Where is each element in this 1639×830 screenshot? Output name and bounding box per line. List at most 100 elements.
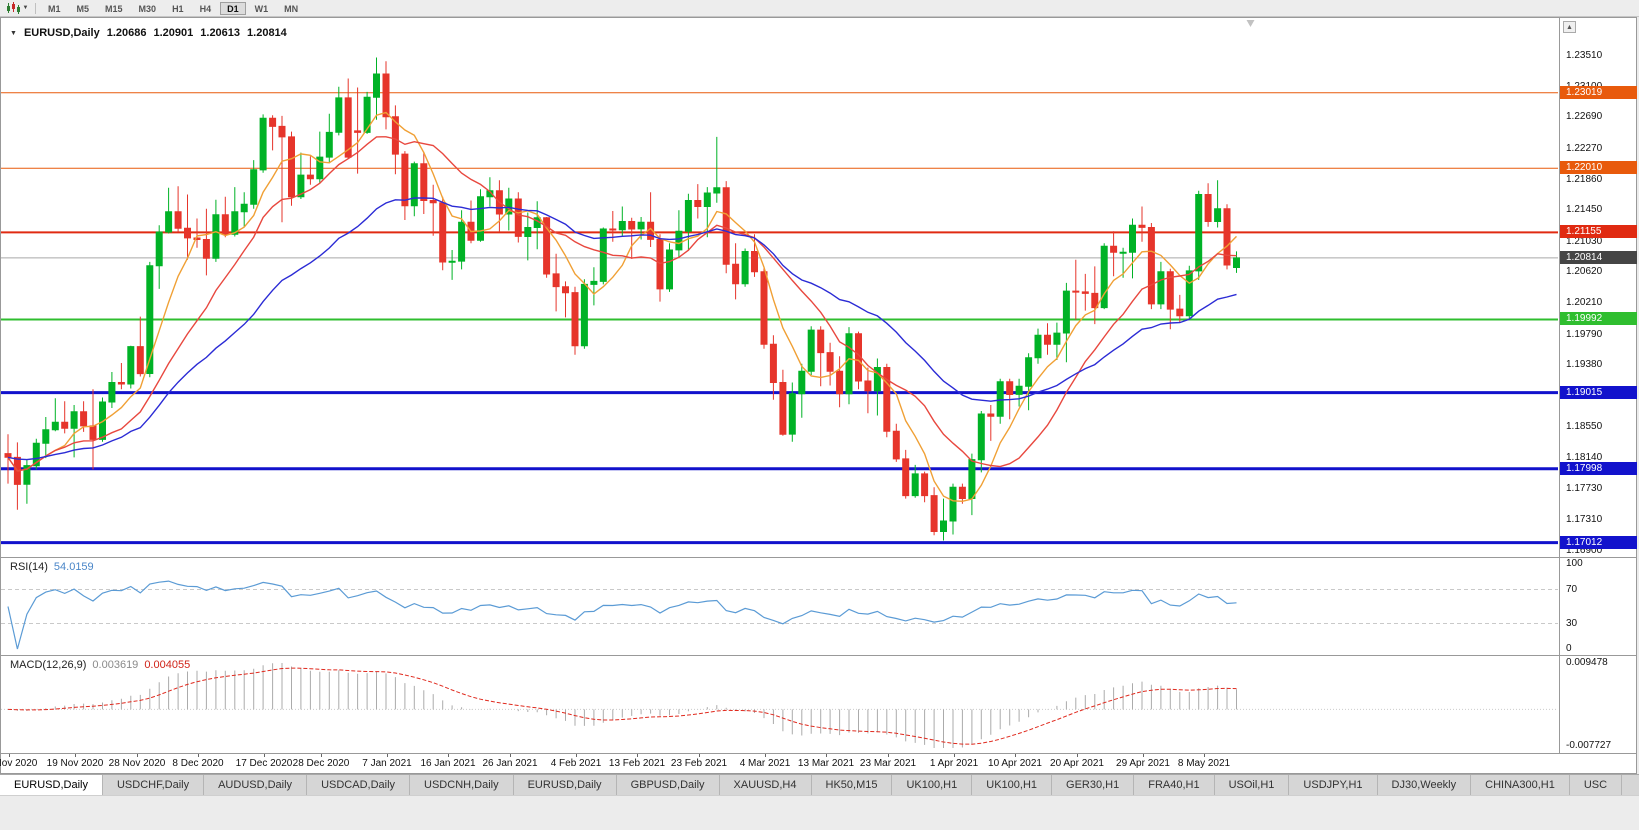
date-tick xyxy=(765,754,766,757)
macd-main-value: 0.003619 xyxy=(92,659,139,671)
date-tick xyxy=(1015,754,1016,757)
chart-tab-usc[interactable]: USC xyxy=(1569,775,1623,795)
macd-label: MACD(12,26,9) 0.003619 0.004055 xyxy=(10,659,190,671)
timeframe-button-h4[interactable]: H4 xyxy=(199,3,212,14)
date-tick xyxy=(954,754,955,757)
price-axis-label: 1.20210 xyxy=(1566,297,1603,308)
chart-tab-hk50-m15[interactable]: HK50,M15 xyxy=(811,775,893,795)
date-axis-label: 8 Dec 2020 xyxy=(172,758,224,769)
timeframe-button-mn[interactable]: MN xyxy=(284,3,299,14)
ma-fast-line xyxy=(7,111,1238,503)
rsi-line xyxy=(7,580,1237,650)
price-axis-label: 1.23510 xyxy=(1566,50,1603,61)
chart-tab-usdchf-daily[interactable]: USDCHF,Daily xyxy=(102,775,205,795)
ohlc-high: 1.20901 xyxy=(153,27,194,39)
chart-tab-dj30-weekly[interactable]: DJ30,Weekly xyxy=(1377,775,1472,795)
chart-shift-marker[interactable] xyxy=(1246,20,1255,27)
date-axis-label: 10 Apr 2021 xyxy=(988,758,1042,769)
chart-tabs-bar: EURUSD,Daily USDCHF,Daily AUDUSD,Daily USDC… xyxy=(0,774,1639,795)
rsi-axis-label: 30 xyxy=(1566,618,1578,629)
rsi-axis-label: 100 xyxy=(1566,558,1583,569)
price-axis-label: 1.22270 xyxy=(1566,143,1603,154)
macd-axis-min: -0.007727 xyxy=(1566,740,1612,751)
collapse-icon[interactable]: ▼ xyxy=(10,29,17,37)
candlestick-chart[interactable] xyxy=(1,18,1558,557)
chart-tab-china300-h1[interactable]: CHINA300,H1 xyxy=(1471,775,1570,795)
price-axis-label: 1.18140 xyxy=(1566,452,1603,463)
timeframe-button-d1[interactable]: D1 xyxy=(220,1,246,15)
timeframe-button-m5[interactable]: M5 xyxy=(76,3,90,14)
macd-panel: MACD(12,26,9) 0.003619 0.004055 0.009478… xyxy=(1,655,1636,753)
timeframe-button-m30[interactable]: M30 xyxy=(138,3,157,14)
price-axis-label: 1.20620 xyxy=(1566,266,1603,277)
date-axis-label: 13 Feb 2021 xyxy=(608,758,666,769)
price-level-badge: 1.19992 xyxy=(1560,312,1637,325)
chart-tab-usoil-h1[interactable]: USOil,H1 xyxy=(1214,775,1290,795)
price-level-badge: 1.20814 xyxy=(1560,251,1637,264)
price-axis-label: 1.17730 xyxy=(1566,483,1603,494)
rsi-chart xyxy=(1,580,1558,650)
date-axis-label: 16 Jan 2021 xyxy=(420,758,476,769)
up-candle-bodies xyxy=(23,73,1240,532)
rsi-panel: RSI(14) 54.0159 100 70 30 0 xyxy=(1,557,1636,655)
chart-tab-xauusd-h4[interactable]: XAUUSD,H4 xyxy=(719,775,812,795)
date-tick xyxy=(9,754,10,757)
timeframe-button-m1[interactable]: M1 xyxy=(48,3,61,14)
date-tick xyxy=(264,754,265,757)
macd-plot[interactable]: MACD(12,26,9) 0.003619 0.004055 xyxy=(1,656,1559,753)
price-axis-label: 1.21030 xyxy=(1566,236,1603,247)
timeframe-button-w1[interactable]: W1 xyxy=(254,3,269,14)
chart-tab-uk100-h1[interactable]: UK100,H1 xyxy=(972,775,1053,795)
date-axis-label: 29 Apr 2021 xyxy=(1116,758,1170,769)
macd-axis[interactable]: 0.009478 -0.007727 xyxy=(1559,656,1636,753)
rsi-plot[interactable]: RSI(14) 54.0159 xyxy=(1,558,1559,655)
chart-type-dropdown-icon[interactable]: ▼ xyxy=(22,5,29,11)
chart-window: ▼ EURUSD,Daily 1.20686 1.20901 1.20613 1… xyxy=(0,17,1637,774)
scroll-up-button[interactable]: ▲ xyxy=(1563,21,1576,33)
chart-type-icon[interactable] xyxy=(4,2,21,15)
chart-tab-usdjpy-h1[interactable]: USDJPY,H1 xyxy=(1289,775,1378,795)
price-axis-label: 1.22690 xyxy=(1566,111,1603,122)
date-axis-label: 4 Mar 2021 xyxy=(739,758,791,769)
chart-tab-usdcnh-daily[interactable]: USDCNH,Daily xyxy=(410,775,514,795)
chart-tab-fra40-h1[interactable]: FRA40,H1 xyxy=(1134,775,1215,795)
rsi-name: RSI(14) xyxy=(10,561,48,573)
down-candle-wicks xyxy=(7,61,1228,536)
date-axis-label: 23 Feb 2021 xyxy=(670,758,728,769)
date-tick xyxy=(699,754,700,757)
timeframe-button-m15[interactable]: M15 xyxy=(105,3,123,14)
date-tick xyxy=(1204,754,1205,757)
price-axis-label: 1.17310 xyxy=(1566,514,1603,525)
macd-name: MACD(12,26,9) xyxy=(10,659,87,671)
date-tick xyxy=(1143,754,1144,757)
macd-signal-value: 0.004055 xyxy=(144,659,191,671)
ma-slow-line xyxy=(7,197,1237,461)
price-axis-label: 1.16900 xyxy=(1566,545,1603,556)
macd-axis-max: 0.009478 xyxy=(1566,657,1608,668)
chart-tab-usdcad-daily[interactable]: USDCAD,Daily xyxy=(307,775,411,795)
date-tick xyxy=(387,754,388,757)
chart-tab-eurusd-daily[interactable]: EURUSD,Daily xyxy=(0,775,103,795)
price-axis[interactable]: ▲ 1.235101.231001.226901.222701.218601.2… xyxy=(1559,18,1637,557)
chart-tab-audusd-daily[interactable]: AUDUSD,Daily xyxy=(204,775,308,795)
chart-title: ▼ EURUSD,Daily 1.20686 1.20901 1.20613 1… xyxy=(10,27,287,39)
date-axis-label: 10 Nov 2020 xyxy=(0,758,38,769)
chart-tab-gbpusd-daily[interactable]: GBPUSD,Daily xyxy=(616,775,720,795)
main-chart-plot[interactable]: ▼ EURUSD,Daily 1.20686 1.20901 1.20613 1… xyxy=(1,18,1559,557)
timeframe-button-h1[interactable]: H1 xyxy=(172,3,184,14)
rsi-axis-label: 70 xyxy=(1566,584,1578,595)
rsi-axis[interactable]: 100 70 30 0 xyxy=(1559,558,1636,655)
chart-symbol-label: EURUSD,Daily xyxy=(23,27,100,39)
date-tick xyxy=(448,754,449,757)
chart-tab-uk100-h1[interactable]: UK100,H1 xyxy=(892,775,973,795)
date-axis[interactable]: 10 Nov 2020 19 Nov 2020 28 Nov 2020 8 Dec 2… xyxy=(0,753,1636,772)
date-tick xyxy=(576,754,577,757)
date-tick xyxy=(637,754,638,757)
price-axis-label: 1.21860 xyxy=(1566,174,1603,185)
candlestick-glyph xyxy=(6,2,20,14)
date-tick xyxy=(510,754,511,757)
chart-tab-eurusd-daily[interactable]: EURUSD,Daily xyxy=(513,775,617,795)
macd-signal-line xyxy=(7,667,1237,745)
date-tick xyxy=(888,754,889,757)
chart-tab-ger30-h1[interactable]: GER30,H1 xyxy=(1052,775,1135,795)
